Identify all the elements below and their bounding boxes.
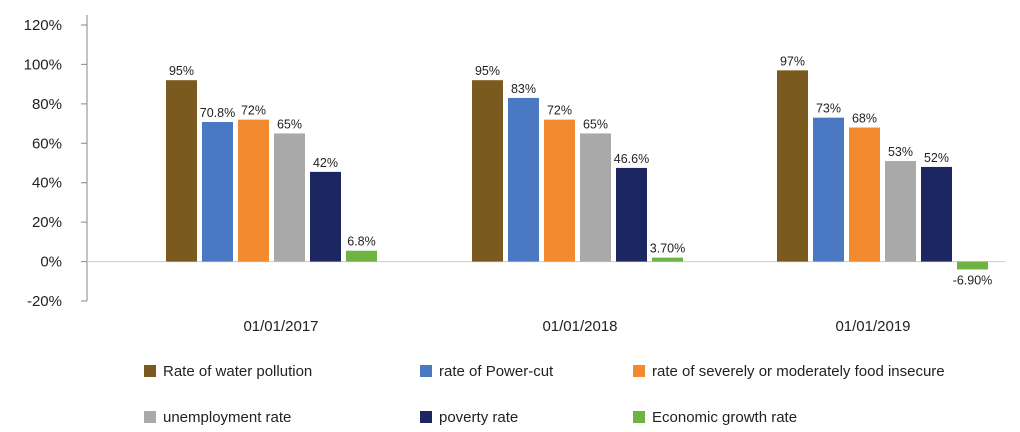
y-tick-label: 0% <box>40 254 62 271</box>
bar <box>813 117 844 262</box>
data-label: 72% <box>241 104 266 118</box>
data-labels: 95% 95% 97% 70.8% 83% 73% 72% 72% 68% 65% 65% 53% 42… <box>169 54 992 287</box>
bar <box>652 257 683 262</box>
bar <box>544 119 575 262</box>
bar <box>346 250 377 262</box>
y-tick-label: -20% <box>27 293 62 310</box>
data-label: 95% <box>475 64 500 78</box>
bar <box>202 121 233 262</box>
data-label: 65% <box>583 117 608 131</box>
bar <box>238 119 269 262</box>
bar <box>310 171 341 262</box>
y-tick-label: 40% <box>32 175 62 192</box>
legend-swatch <box>144 365 156 377</box>
bars <box>166 70 988 270</box>
legend-label: poverty rate <box>439 409 518 426</box>
x-tick-label: 01/01/2019 <box>835 318 910 335</box>
legend-label: Rate of water pollution <box>163 363 312 380</box>
bar <box>616 167 647 262</box>
y-tick-label: 80% <box>32 96 62 113</box>
legend-label: unemployment rate <box>163 409 291 426</box>
axes: -20% 0% 20% 40% 60% 80% 100% 120% 01/01/2017 01/0… <box>24 15 1005 335</box>
y-tick-label: 60% <box>32 135 62 152</box>
data-label: 83% <box>511 82 536 96</box>
legend-swatch <box>420 365 432 377</box>
legend-swatch <box>144 411 156 423</box>
data-label: 46.6% <box>614 152 649 166</box>
data-label: 95% <box>169 64 194 78</box>
bar <box>921 166 952 262</box>
data-label: 3.70% <box>650 242 685 256</box>
data-label: 70.8% <box>200 106 235 120</box>
bar <box>777 70 808 262</box>
legend-swatch <box>633 365 645 377</box>
x-tick-label: 01/01/2018 <box>542 318 617 335</box>
bar <box>580 133 611 262</box>
legend-label: Economic growth rate <box>652 409 797 426</box>
data-label: 72% <box>547 104 572 118</box>
x-tick-label: 01/01/2017 <box>243 318 318 335</box>
data-label: 42% <box>313 156 338 170</box>
legend-label: rate of severely or moderately food inse… <box>652 363 945 380</box>
bar <box>472 80 503 262</box>
legend-label: rate of Power-cut <box>439 363 554 380</box>
data-label: -6.90% <box>953 273 993 287</box>
y-tick-label: 20% <box>32 214 62 231</box>
legend-swatch <box>633 411 645 423</box>
legend-swatch <box>420 411 432 423</box>
bar <box>885 161 916 262</box>
data-label: 73% <box>816 102 841 116</box>
data-label: 97% <box>780 54 805 68</box>
bar <box>508 97 539 262</box>
data-label: 53% <box>888 145 913 159</box>
bar <box>957 261 988 270</box>
data-label: 68% <box>852 112 877 126</box>
data-label: 52% <box>924 151 949 165</box>
data-label: 65% <box>277 117 302 131</box>
bar <box>849 127 880 262</box>
y-tick-label: 100% <box>24 56 62 73</box>
y-tick-label: 120% <box>24 17 62 34</box>
bar <box>274 133 305 262</box>
bar <box>166 80 197 262</box>
data-label: 6.8% <box>347 235 376 249</box>
legend: Rate of water pollution rate of Power-cut… <box>144 363 945 426</box>
